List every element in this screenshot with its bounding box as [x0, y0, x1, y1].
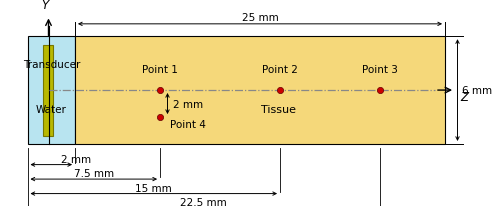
Text: Water: Water — [36, 104, 66, 114]
Text: Point 1: Point 1 — [142, 64, 178, 74]
Text: 15 mm: 15 mm — [136, 183, 172, 193]
Text: 6 mm: 6 mm — [462, 86, 492, 96]
Bar — [75, 37, 445, 144]
Text: Point 4: Point 4 — [170, 119, 206, 129]
Text: Point 2: Point 2 — [262, 64, 298, 74]
Text: 22.5 mm: 22.5 mm — [180, 197, 227, 206]
Text: Z: Z — [460, 90, 468, 103]
Text: 7.5 mm: 7.5 mm — [74, 168, 114, 178]
Text: Transducer: Transducer — [22, 60, 80, 70]
Text: Y: Y — [41, 0, 48, 12]
Text: Point 3: Point 3 — [362, 64, 398, 74]
Bar — [42, 45, 52, 136]
Text: 2 mm: 2 mm — [172, 99, 203, 109]
Bar — [28, 37, 75, 144]
Text: 2 mm: 2 mm — [61, 154, 92, 164]
Text: 25 mm: 25 mm — [242, 13, 279, 23]
Text: Tissue: Tissue — [261, 104, 296, 114]
